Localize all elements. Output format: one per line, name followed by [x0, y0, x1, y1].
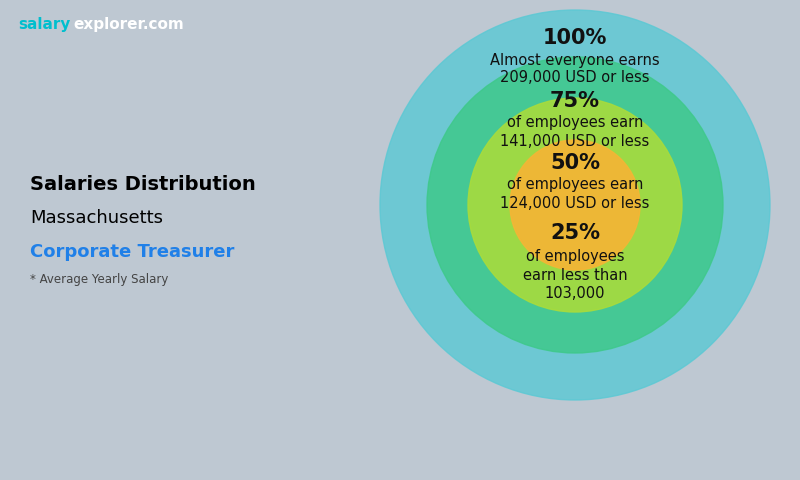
- Text: 141,000 USD or less: 141,000 USD or less: [500, 133, 650, 148]
- Circle shape: [380, 10, 770, 400]
- Text: 25%: 25%: [550, 223, 600, 243]
- Text: salary: salary: [18, 17, 70, 33]
- Circle shape: [468, 98, 682, 312]
- Text: of employees: of employees: [526, 250, 624, 264]
- Text: of employees earn: of employees earn: [507, 178, 643, 192]
- Text: 100%: 100%: [543, 28, 607, 48]
- Text: * Average Yearly Salary: * Average Yearly Salary: [30, 274, 168, 287]
- Circle shape: [427, 57, 723, 353]
- Circle shape: [510, 140, 640, 270]
- Text: Corporate Treasurer: Corporate Treasurer: [30, 243, 234, 261]
- Text: 75%: 75%: [550, 91, 600, 111]
- Text: 124,000 USD or less: 124,000 USD or less: [500, 195, 650, 211]
- Text: 50%: 50%: [550, 153, 600, 173]
- Text: earn less than: earn less than: [522, 267, 627, 283]
- Text: Almost everyone earns: Almost everyone earns: [490, 52, 660, 68]
- Text: Massachusetts: Massachusetts: [30, 209, 163, 227]
- Text: 103,000: 103,000: [545, 286, 606, 300]
- Text: 209,000 USD or less: 209,000 USD or less: [500, 71, 650, 85]
- Text: explorer.com: explorer.com: [73, 17, 184, 33]
- Text: Salaries Distribution: Salaries Distribution: [30, 176, 256, 194]
- Text: of employees earn: of employees earn: [507, 116, 643, 131]
